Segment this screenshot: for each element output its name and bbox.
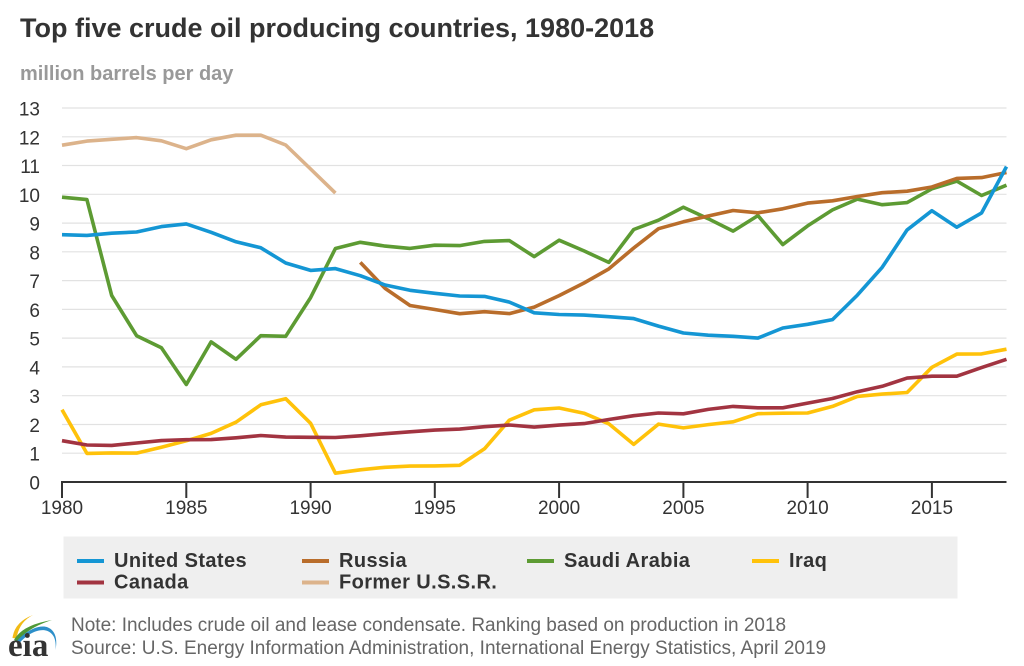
- svg-text:5: 5: [29, 330, 40, 351]
- svg-text:Top five crude oil producing c: Top five crude oil producing countries, …: [20, 13, 654, 43]
- svg-text:8: 8: [29, 243, 40, 264]
- svg-text:2005: 2005: [662, 498, 704, 519]
- svg-text:eia: eia: [8, 628, 48, 664]
- svg-text:2000: 2000: [538, 498, 580, 519]
- svg-text:Iraq: Iraq: [789, 550, 827, 572]
- svg-text:6: 6: [29, 301, 40, 322]
- svg-text:1990: 1990: [289, 498, 331, 519]
- svg-text:9: 9: [29, 215, 40, 236]
- svg-text:7: 7: [29, 272, 40, 293]
- svg-text:Note: Includes crude oil and l: Note: Includes crude oil and lease conde…: [71, 615, 786, 636]
- svg-text:Former U.S.S.R.: Former U.S.S.R.: [339, 572, 497, 594]
- svg-text:11: 11: [20, 157, 40, 178]
- svg-text:United States: United States: [114, 550, 247, 572]
- svg-text:2010: 2010: [786, 498, 828, 519]
- svg-text:Russia: Russia: [339, 550, 407, 572]
- svg-text:13: 13: [19, 100, 40, 121]
- svg-text:2015: 2015: [911, 498, 953, 519]
- svg-text:Source: U.S. Energy Informatio: Source: U.S. Energy Information Administ…: [71, 638, 826, 659]
- svg-text:1995: 1995: [414, 498, 456, 519]
- svg-text:2: 2: [29, 416, 40, 437]
- svg-text:1985: 1985: [165, 498, 207, 519]
- svg-text:Canada: Canada: [114, 572, 189, 594]
- svg-text:1980: 1980: [41, 498, 83, 519]
- svg-text:million barrels per day: million barrels per day: [20, 63, 234, 85]
- svg-text:0: 0: [29, 474, 40, 495]
- svg-text:10: 10: [19, 186, 40, 207]
- svg-text:12: 12: [19, 128, 40, 149]
- svg-text:Saudi Arabia: Saudi Arabia: [564, 550, 691, 572]
- svg-text:1: 1: [29, 445, 40, 466]
- svg-text:4: 4: [29, 358, 40, 379]
- svg-text:3: 3: [29, 387, 40, 408]
